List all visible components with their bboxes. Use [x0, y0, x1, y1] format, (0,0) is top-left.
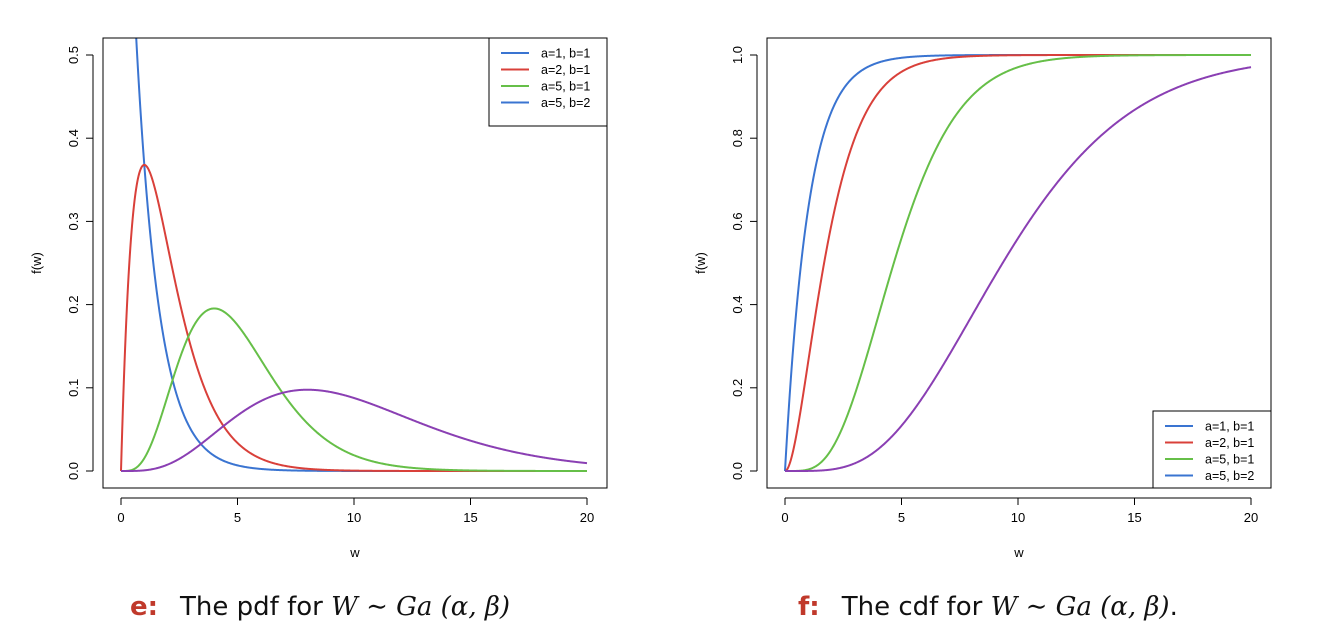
cdf-y-axis-label: f(w) — [693, 252, 708, 274]
cdf-legend-label: a=5, b=2 — [1205, 469, 1254, 483]
cdf-x-tick-label: 10 — [1011, 510, 1025, 525]
cdf-caption-text: The cdf for — [841, 592, 983, 622]
pdf-y-tick-label: 0.3 — [66, 212, 81, 230]
pdf-caption-text: The pdf for — [180, 592, 323, 622]
cdf-y-tick-label: 0.4 — [730, 296, 745, 314]
pdf-y-tick-label: 0.5 — [66, 46, 81, 64]
cdf-legend-label: a=1, b=1 — [1205, 420, 1254, 434]
pdf-y-tick-label: 0.1 — [66, 379, 81, 397]
cdf-x-tick-label: 0 — [781, 510, 788, 525]
pdf-legend-label: a=2, b=1 — [541, 63, 590, 77]
pdf-legend-label: a=1, b=1 — [541, 47, 590, 61]
pdf-series-line-4 — [121, 388, 588, 472]
cdf-y-tick-label: 0.2 — [730, 379, 745, 397]
cdf-caption-math: W ∼ Ga (α, β) — [990, 592, 1170, 622]
cdf-caption-end: . — [1169, 592, 1178, 622]
pdf-y-axis-label: f(w) — [29, 252, 44, 274]
pdf-x-tick-label: 0 — [117, 510, 124, 525]
pdf-legend-label: a=5, b=1 — [541, 80, 590, 94]
pdf-series-line-2 — [120, 163, 587, 472]
cdf-chart: 0 5 10 15 20 w 0.0 0.2 0.4 0.6 0.8 1.0 f(w) a=1, b=1 a… — [693, 37, 1272, 560]
pdf-x-tick-label: 15 — [463, 510, 477, 525]
pdf-chart: 0 5 10 15 20 w 0.0 0.1 0.2 0.3 0.4 0.5 f(w) a=1, b=1 a… — [29, 37, 608, 560]
pdf-y-tick-label: 0.2 — [66, 296, 81, 314]
pdf-caption-math: W ∼ Ga (α, β) — [331, 592, 511, 622]
cdf-legend-label: a=2, b=1 — [1205, 436, 1254, 450]
pdf-x-tick-label: 10 — [347, 510, 361, 525]
cdf-y-tick-label: 0.8 — [730, 129, 745, 147]
pdf-y-tick-label: 0.4 — [66, 129, 81, 147]
pdf-series-line-3 — [121, 307, 587, 472]
cdf-caption: f: The cdf for W ∼ Ga (α, β). — [798, 592, 1178, 622]
cdf-y-tick-label: 0.6 — [730, 212, 745, 230]
cdf-legend-label: a=5, b=1 — [1205, 453, 1254, 467]
cdf-x-tick-label: 15 — [1127, 510, 1141, 525]
cdf-series-line-2 — [784, 54, 1251, 472]
pdf-x-axis-label: w — [349, 545, 360, 560]
cdf-series-line-4 — [785, 66, 1252, 472]
pdf-caption: e: The pdf for W ∼ Ga (α, β) — [130, 592, 510, 622]
cdf-y-tick-label: 0.0 — [730, 462, 745, 480]
cdf-x-axis-label: w — [1013, 545, 1024, 560]
cdf-series-line-1 — [784, 54, 1251, 472]
pdf-panel: 0 5 10 15 20 w 0.0 0.1 0.2 0.3 0.4 0.5 f(w) a=1, b=1 a… — [29, 37, 608, 622]
pdf-x-tick-label: 20 — [580, 510, 594, 525]
cdf-plot-frame — [766, 37, 1272, 489]
cdf-y-tick-label: 1.0 — [730, 46, 745, 64]
pdf-caption-tag: e: — [130, 592, 159, 622]
cdf-x-tick-label: 20 — [1244, 510, 1258, 525]
cdf-series-line-3 — [785, 54, 1251, 472]
cdf-caption-tag: f: — [798, 592, 820, 622]
pdf-legend-label: a=5, b=2 — [541, 96, 590, 110]
cdf-x-tick-label: 5 — [898, 510, 905, 525]
pdf-plot-frame — [102, 37, 608, 489]
pdf-y-tick-label: 0.0 — [66, 462, 81, 480]
pdf-x-tick-label: 5 — [234, 510, 241, 525]
cdf-panel: 0 5 10 15 20 w 0.0 0.2 0.4 0.6 0.8 1.0 f(w) a=1, b=1 a… — [667, 0, 1334, 643]
